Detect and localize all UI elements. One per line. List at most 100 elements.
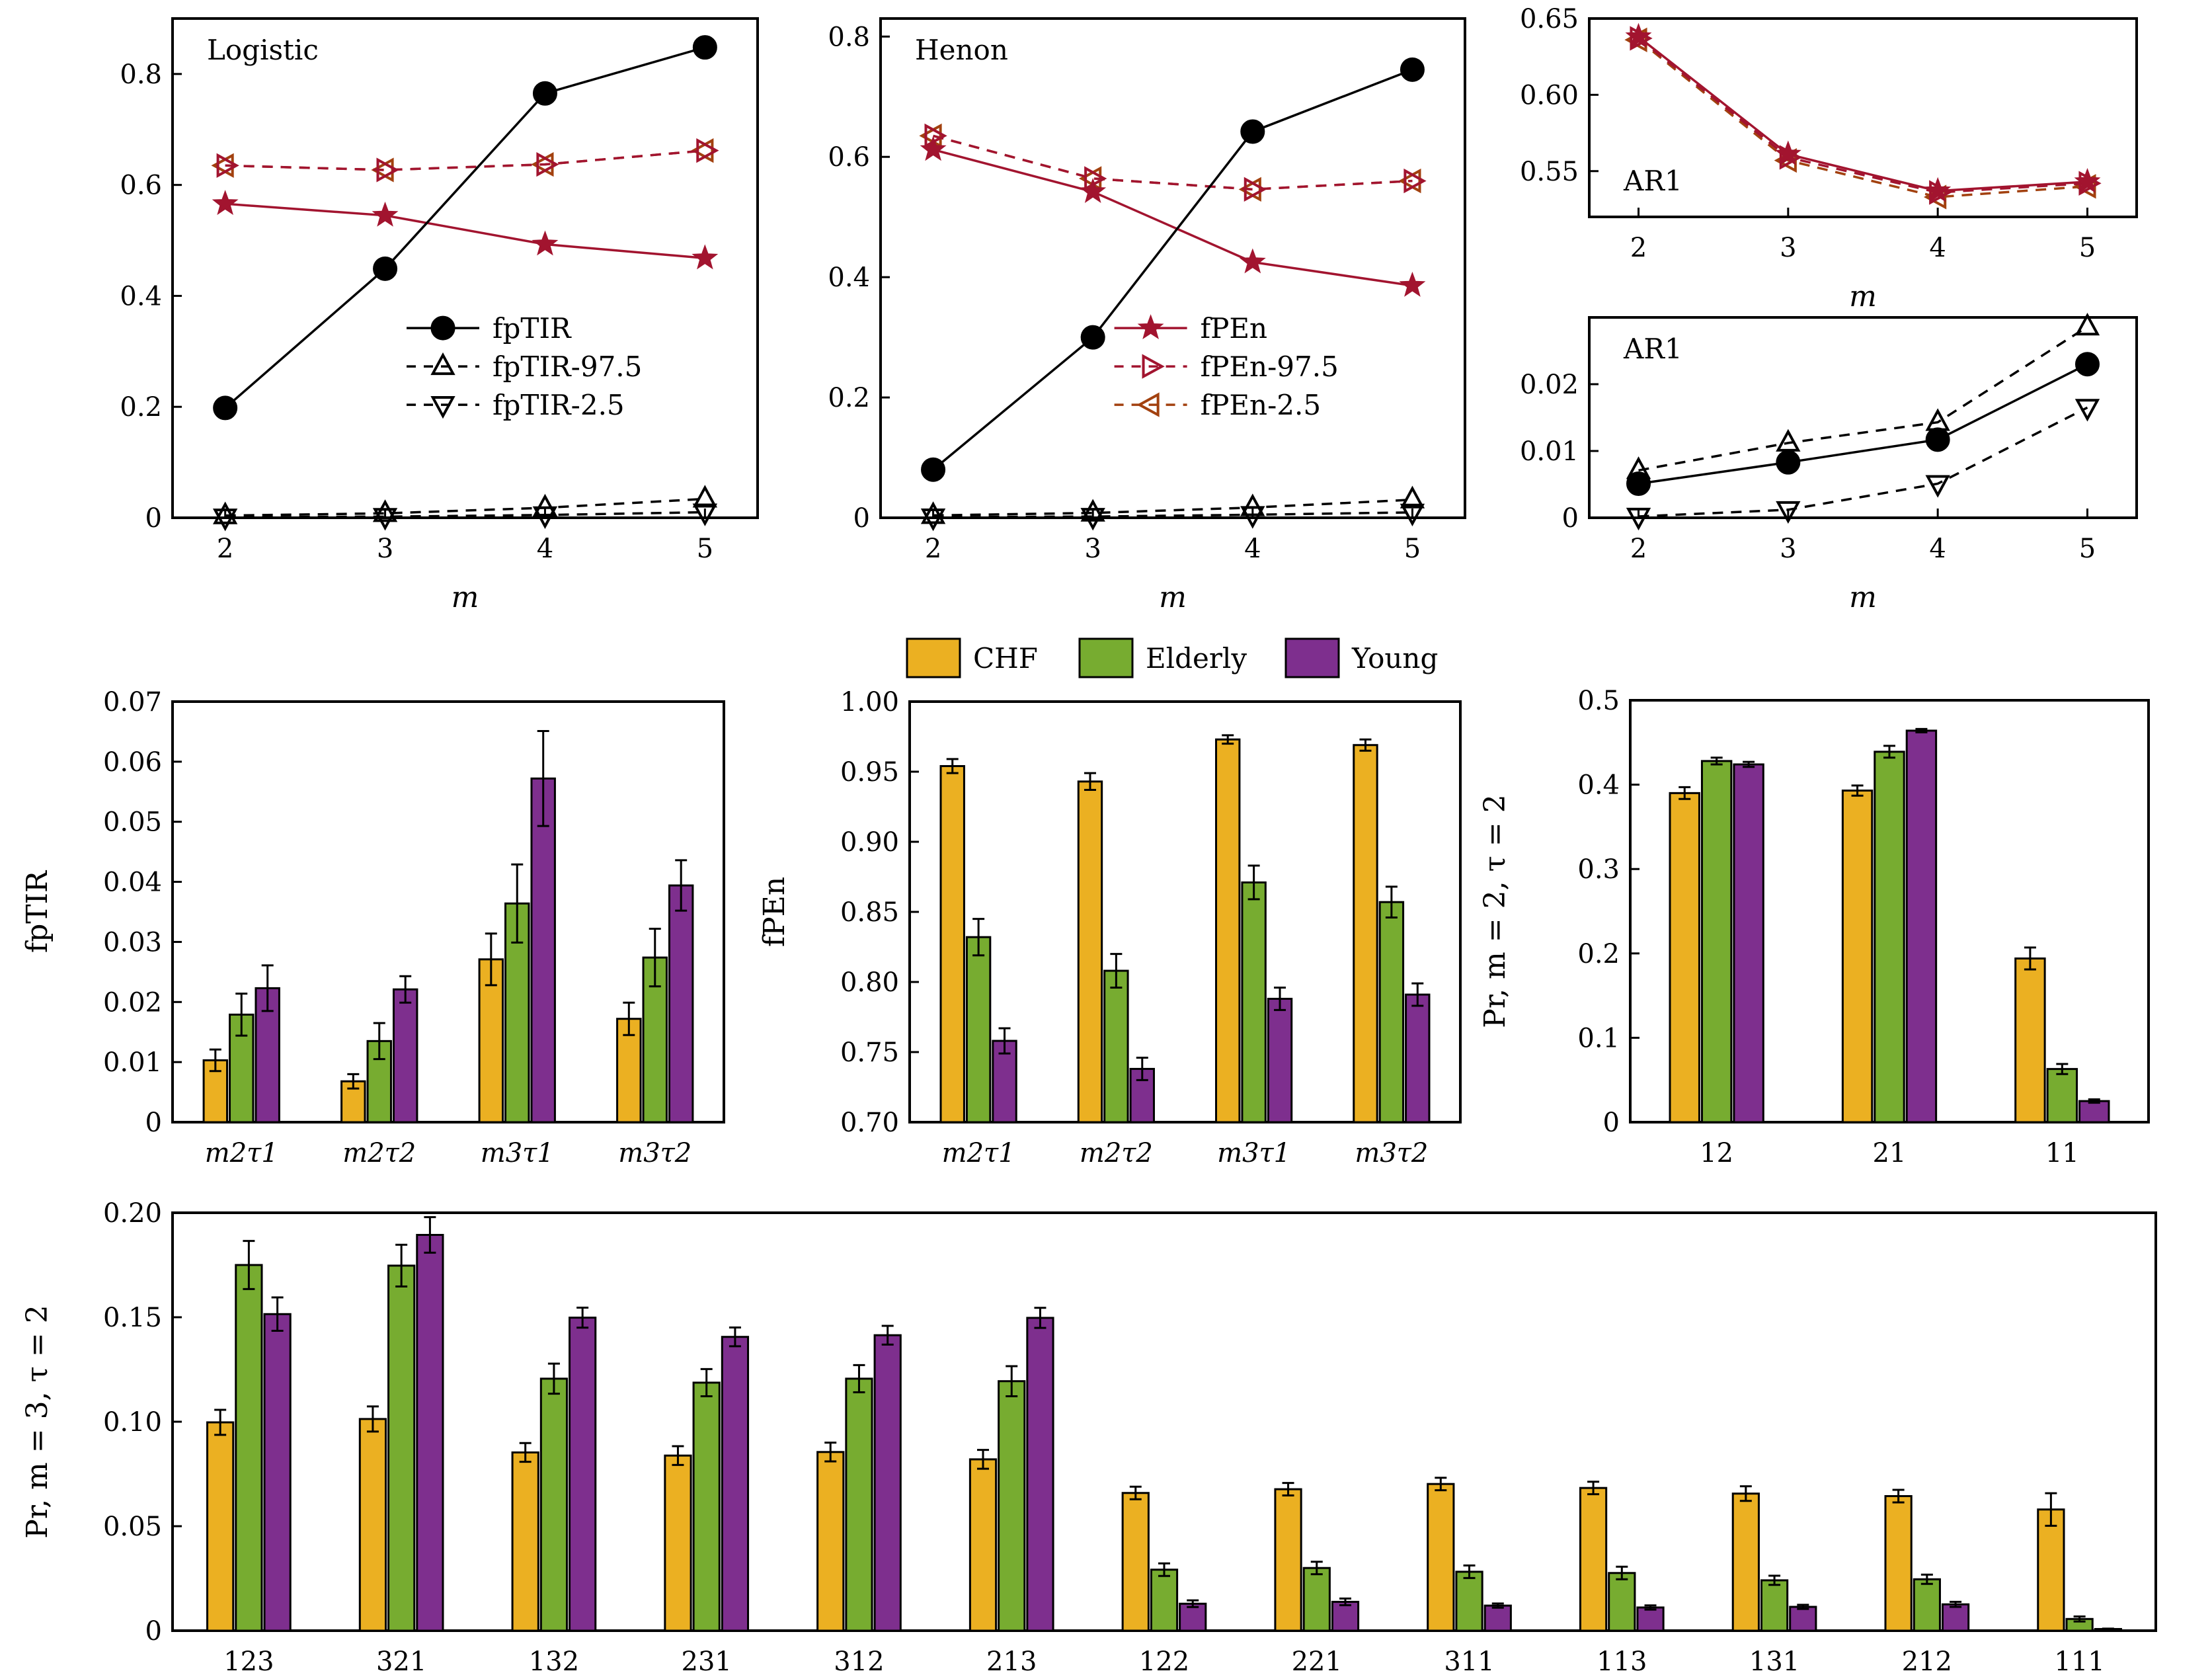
error-bar xyxy=(1739,1485,1752,1502)
x-tick-label: m3τ2 xyxy=(618,1138,691,1168)
data-point xyxy=(1244,177,1267,202)
y-tick-label: 0.04 xyxy=(103,868,162,898)
series-line xyxy=(225,497,705,517)
error-bar xyxy=(547,1362,560,1395)
y-tick-label: 0.03 xyxy=(103,927,162,958)
series-fpTIR-97.5 xyxy=(920,485,1425,524)
legend-swatch-chf xyxy=(906,637,961,678)
x-tick-label: m3τ2 xyxy=(1355,1138,1428,1168)
error-bar xyxy=(2073,1615,2086,1623)
error-bar xyxy=(1644,1604,1657,1611)
x-tick-label: 3 xyxy=(377,534,393,564)
bar-elderly xyxy=(965,936,992,1123)
bar-chf xyxy=(1884,1494,1913,1632)
bar-chf xyxy=(664,1454,692,1632)
series-fpTIR-97.5 xyxy=(1626,312,2100,479)
error-bar xyxy=(576,1306,589,1329)
bar-young xyxy=(255,987,280,1123)
panel-ar1-fpen: 0.55 0.60 0.65 2 3 4 5 m AR1 xyxy=(1520,4,2138,313)
bar-young xyxy=(1636,1606,1665,1632)
data-point xyxy=(1776,501,1801,524)
y-tick-label: 0.10 xyxy=(103,1407,162,1438)
data-point xyxy=(2074,312,2100,336)
legend-swatch-young xyxy=(1284,637,1340,678)
bar-chf xyxy=(206,1421,235,1632)
bar-chf xyxy=(1669,792,1700,1123)
y-tick-label: 0.2 xyxy=(1577,939,1620,969)
bar-elderly xyxy=(1455,1571,1483,1632)
bar-chf xyxy=(816,1451,845,1632)
legend-label: fPEn-97.5 xyxy=(1201,350,1339,383)
error-bar xyxy=(2045,1492,2057,1527)
data-point xyxy=(1403,168,1427,194)
bar-elderly xyxy=(387,1264,416,1632)
y-tick-label: 0.1 xyxy=(1577,1023,1620,1053)
series-fPEn-97.5 xyxy=(1630,26,2102,205)
y-tick-label: 0 xyxy=(145,503,162,534)
data-point xyxy=(1774,140,1801,166)
bar-elderly xyxy=(539,1377,569,1632)
bar-chf xyxy=(1121,1492,1150,1632)
bar-elderly xyxy=(845,1377,873,1632)
series-line xyxy=(933,134,1413,191)
data-point xyxy=(1080,508,1105,531)
error-bar xyxy=(347,1073,360,1090)
bar-elderly xyxy=(1874,751,1905,1123)
error-bar xyxy=(1158,1562,1170,1577)
legend-marker xyxy=(1137,314,1164,340)
error-bar xyxy=(1385,885,1398,918)
error-bar xyxy=(1743,760,1755,768)
error-bar xyxy=(1006,1365,1018,1397)
y-tick-label: 0.4 xyxy=(120,281,162,311)
series-line xyxy=(225,510,705,518)
y-tick-label: 0.55 xyxy=(1520,157,1579,187)
y-tick-label: 0.60 xyxy=(1520,80,1579,110)
y-tick-label: 0.90 xyxy=(840,827,899,858)
y-tick-label: 0.75 xyxy=(840,1038,899,1068)
bar-elderly xyxy=(1913,1578,1941,1632)
panel-ar1-fptir: 0 0.01 0.02 2 3 4 5 m AR1 xyxy=(1520,312,2138,614)
legend-marker xyxy=(430,396,455,419)
data-point xyxy=(532,493,558,516)
error-bar xyxy=(2024,946,2036,971)
y-tick-label: 0.05 xyxy=(103,1512,162,1542)
bar-young xyxy=(392,988,418,1123)
data-point xyxy=(1080,325,1105,350)
bar-elderly xyxy=(1150,1569,1179,1632)
x-tick-label: m2τ2 xyxy=(342,1138,416,1168)
y-tick-label: 0.6 xyxy=(120,171,162,201)
plot-frame xyxy=(1588,316,2138,519)
error-bar xyxy=(214,1408,227,1436)
data-point xyxy=(1080,177,1107,203)
data-point xyxy=(213,395,238,421)
error-bar xyxy=(1359,738,1372,752)
series-fpTIR xyxy=(213,35,717,421)
x-tick-label: 4 xyxy=(1929,534,1946,564)
error-bar xyxy=(1616,1565,1628,1580)
data-point xyxy=(920,501,946,524)
x-tick-label: m2τ1 xyxy=(205,1138,278,1168)
y-tick-label: 0.2 xyxy=(828,383,870,413)
data-point xyxy=(691,244,719,270)
series-line xyxy=(1638,325,2088,472)
x-tick-label: 113 xyxy=(1597,1647,1647,1673)
panel-logistic: 0 0.2 0.4 0.6 0.8 2 3 4 5 m Logistic fpTIR fpTIR-97.… xyxy=(120,17,759,614)
x-tick-label: m3τ1 xyxy=(1217,1138,1290,1168)
data-point xyxy=(372,499,398,522)
data-point xyxy=(1924,177,1952,202)
series-fPEn xyxy=(920,136,1426,297)
bar-chf xyxy=(511,1451,539,1632)
data-point xyxy=(376,157,399,183)
y-tick-label: 0.8 xyxy=(120,60,162,90)
x-tick-label: 5 xyxy=(2079,233,2096,263)
y-axis-label: fpTIR xyxy=(20,870,54,953)
y-tick-label: 0.02 xyxy=(1520,370,1579,400)
y-tick-label: 0.20 xyxy=(103,1198,162,1229)
bar-young xyxy=(1483,1604,1512,1632)
y-tick-label: 0.85 xyxy=(840,897,899,928)
bar-young xyxy=(569,1317,597,1632)
x-tick-label: 3 xyxy=(1780,534,1796,564)
error-bar xyxy=(1491,1602,1504,1609)
series-fPEn xyxy=(212,190,719,270)
